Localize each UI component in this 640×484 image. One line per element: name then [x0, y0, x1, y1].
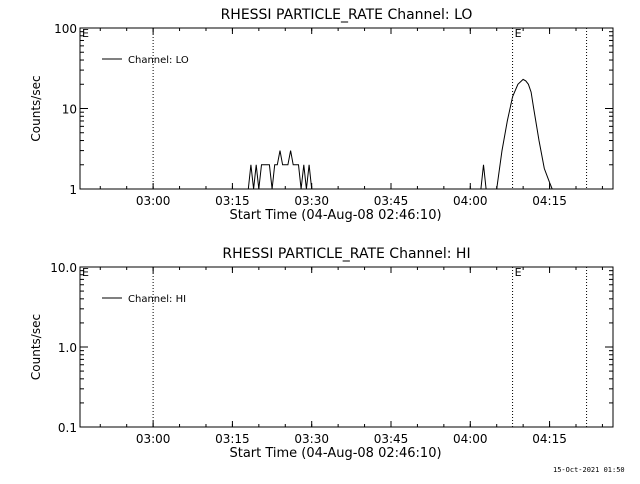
plot-frame: [79, 266, 614, 428]
y-tick-label: 1: [69, 183, 77, 197]
x-tick-label: 03:45: [374, 194, 409, 208]
x-tick-label: 03:30: [294, 194, 329, 208]
eclipse-marker-label: E: [82, 27, 89, 40]
x-tick-label: 03:45: [374, 432, 409, 446]
y-axis-label: Counts/sec: [29, 75, 43, 141]
x-tick-label: 03:15: [215, 194, 250, 208]
y-axis-label: Counts/sec: [29, 314, 43, 380]
chart-title: RHESSI PARTICLE_RATE Channel: LO: [221, 7, 473, 23]
chart-panel-1: RHESSI PARTICLE_RATE Channel: LO E E 03:00 0…: [29, 7, 614, 223]
chart-title: RHESSI PARTICLE_RATE Channel: HI: [222, 246, 470, 262]
y-tick-label: 100: [54, 22, 77, 36]
y-tick-label: 10: [62, 103, 77, 117]
x-tick-label: 03:00: [136, 432, 171, 446]
x-tick-label: 04:00: [453, 194, 488, 208]
x-tick-label: 04:00: [453, 432, 488, 446]
plot-frame: [79, 27, 614, 190]
y-tick-label: 0.1: [58, 421, 77, 435]
x-tick-label: 04:15: [532, 432, 567, 446]
eclipse-marker-label: E: [515, 27, 522, 40]
x-tick-label: 04:15: [532, 194, 567, 208]
legend-label: Channel: HI: [128, 294, 186, 305]
legend-label: Channel: LO: [128, 55, 189, 66]
eclipse-marker-label: E: [82, 266, 89, 279]
x-axis-label: Start Time (04-Aug-08 02:46:10): [229, 208, 441, 223]
x-tick-label: 03:15: [215, 432, 250, 446]
x-tick-label: 03:00: [136, 194, 171, 208]
chart-panel-2: RHESSI PARTICLE_RATE Channel: HI E E 03:00 0…: [29, 246, 614, 461]
x-axis-label: Start Time (04-Aug-08 02:46:10): [229, 446, 441, 461]
y-tick-label: 1.0: [58, 341, 77, 355]
footer-timestamp: 15-Oct-2021 01:50: [553, 466, 625, 474]
series-line-1: [247, 78, 555, 190]
eclipse-marker-label: E: [515, 266, 522, 279]
y-tick-label: 10.0: [50, 261, 77, 275]
x-tick-label: 03:30: [294, 432, 329, 446]
